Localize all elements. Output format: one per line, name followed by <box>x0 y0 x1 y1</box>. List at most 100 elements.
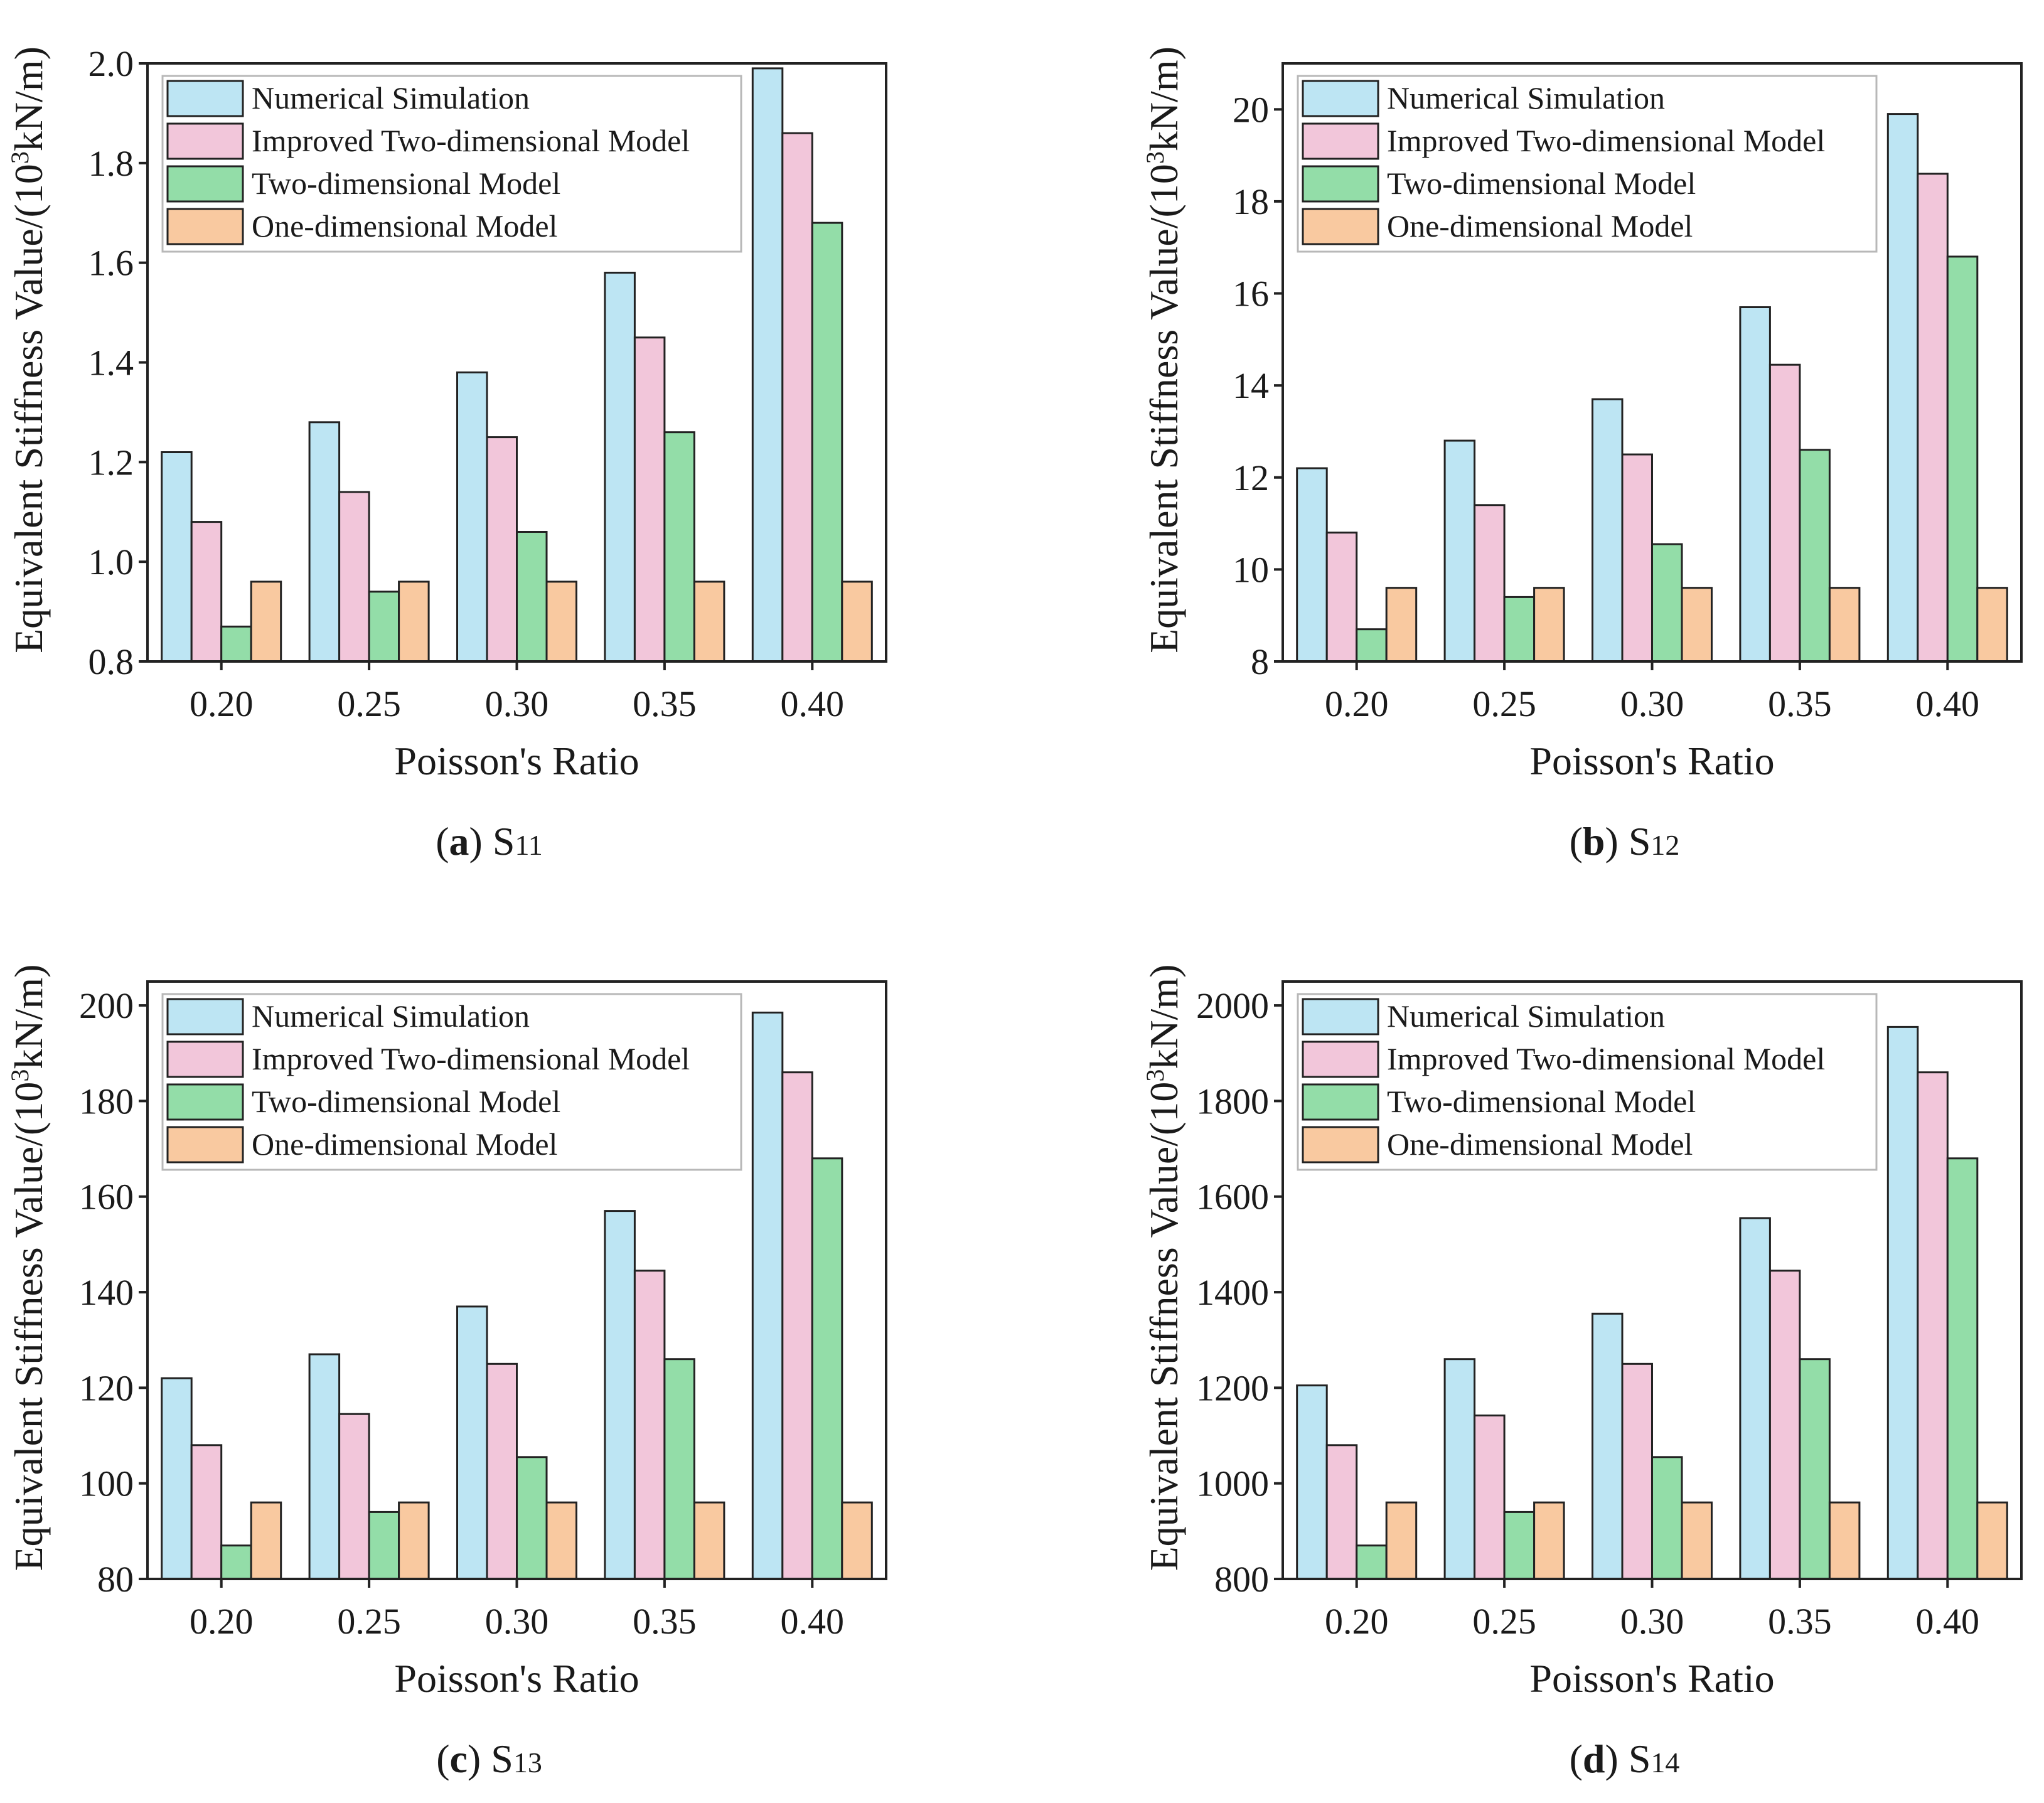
legend-swatch-c-2 <box>166 1083 244 1121</box>
x-tick-label-c-2: 0.30 <box>485 1601 549 1642</box>
y-tick-label-d-2: 1200 <box>1196 1367 1269 1408</box>
bar-a-s1-c0: Improved Two-dimensional Model @ 0.20: 1… <box>190 521 223 663</box>
y-tick-label-d-6: 2000 <box>1196 985 1269 1026</box>
bar-a-s2-c3: Two-dimensional Model @ 0.35: 1.26 <box>663 431 695 663</box>
bar-c-s1-c4: Improved Two-dimensional Model @ 0.40: 1… <box>781 1071 813 1580</box>
bar-c-s2-c1: Two-dimensional Model @ 0.25: 94 <box>368 1511 400 1580</box>
y-tick-label-d-1: 1000 <box>1196 1463 1269 1504</box>
y-tick-label-b-3: 14 <box>1233 365 1269 406</box>
x-axis-title-b: Poisson's Ratio <box>1529 739 1774 783</box>
bar-a-s1-c4: Improved Two-dimensional Model @ 0.40: 1… <box>781 132 813 663</box>
y-axis-title-d: Equivalent Stiffness Value/(103kN/m) <box>1141 965 1187 1571</box>
y-tick-label-b-5: 18 <box>1233 181 1269 222</box>
y-tick-label-a-1: 1.0 <box>88 542 134 582</box>
bar-c-s3-c2: One-dimensional Model @ 0.30: 96 <box>545 1501 577 1580</box>
x-axis-title-c: Poisson's Ratio <box>394 1656 639 1701</box>
y-axis-title-b: Equivalent Stiffness Value/(103kN/m) <box>1141 46 1187 653</box>
legend-label-d-0: Numerical Simulation <box>1387 998 1665 1034</box>
x-tick-label-b-3: 0.35 <box>1768 683 1832 724</box>
bar-a-s3-c2: One-dimensional Model @ 0.30: 0.96 <box>545 580 577 663</box>
bar-a-s0-c4: Numerical Simulation @ 0.40: 1.99 <box>751 67 784 663</box>
caption-a: (a) S11 <box>436 819 543 864</box>
y-tick-label-c-0: 80 <box>97 1559 134 1600</box>
bar-c-s0-c2: Numerical Simulation @ 0.30: 137 <box>456 1305 488 1580</box>
legend-box-a <box>161 75 742 253</box>
legend-a: Numerical Simulation Improved Two-dimensi… <box>161 75 742 253</box>
legend-label-d-3: One-dimensional Model <box>1387 1126 1693 1162</box>
y-tick-label-d-5: 1800 <box>1196 1081 1269 1121</box>
legend-swatch-c-0 <box>166 998 244 1035</box>
legend-d: Numerical Simulation Improved Two-dimensi… <box>1297 993 1878 1171</box>
bar-a-s0-c1: Numerical Simulation @ 0.25: 1.28 <box>308 421 341 663</box>
y-tick-label-a-3: 1.4 <box>88 343 134 383</box>
legend-box-c <box>161 993 742 1171</box>
legend-c: Numerical Simulation Improved Two-dimensi… <box>161 993 742 1171</box>
legend-swatch-d-0 <box>1302 998 1379 1035</box>
bar-a-s1-c3: Improved Two-dimensional Model @ 0.35: 1… <box>633 336 666 663</box>
legend-swatch-b-1 <box>1302 122 1379 160</box>
bar-c-s0-c4: Numerical Simulation @ 0.40: 198.5 <box>751 1012 784 1580</box>
bar-b-s0-c2: Numerical Simulation @ 0.30: 13.7 <box>1592 398 1624 663</box>
x-tick-label-a-3: 0.35 <box>633 683 697 724</box>
x-tick-label-d-2: 0.30 <box>1620 1601 1684 1642</box>
bar-c-s2-c2: Two-dimensional Model @ 0.30: 105.5 <box>516 1456 548 1580</box>
legend-swatch-c-1 <box>166 1041 244 1078</box>
bar-b-s2-c4: Two-dimensional Model @ 0.40: 16.8 <box>1946 255 1979 663</box>
legend-swatch-d-2 <box>1302 1083 1379 1121</box>
bar-b-s2-c0: Two-dimensional Model @ 0.20: 8.7 <box>1356 628 1388 663</box>
y-tick-label-b-6: 20 <box>1233 89 1269 130</box>
bar-d-s0-c2: Numerical Simulation @ 0.30: 1355 <box>1592 1312 1624 1580</box>
bar-a-s0-c0: Numerical Simulation @ 0.20: 1.22 <box>161 451 193 663</box>
bar-a-s3-c0: One-dimensional Model @ 0.20: 0.96 <box>250 580 282 663</box>
legend-label-c-0: Numerical Simulation <box>252 998 530 1034</box>
x-tick-label-d-1: 0.25 <box>1472 1601 1536 1642</box>
bar-c-s2-c4: Two-dimensional Model @ 0.40: 168 <box>811 1157 843 1580</box>
bar-d-s3-c1: One-dimensional Model @ 0.25: 960 <box>1533 1501 1565 1580</box>
caption-b: (b) S12 <box>1570 819 1680 864</box>
bar-d-s1-c4: Improved Two-dimensional Model @ 0.40: 1… <box>1917 1071 1949 1580</box>
bar-b-s3-c4: One-dimensional Model @ 0.40: 9.6 <box>1976 587 2008 663</box>
bar-a-s3-c4: One-dimensional Model @ 0.40: 0.96 <box>841 580 873 663</box>
y-tick-label-d-3: 1400 <box>1196 1272 1269 1313</box>
y-tick-label-b-1: 10 <box>1233 549 1269 590</box>
y-tick-label-a-0: 0.8 <box>88 641 134 682</box>
y-tick-label-d-0: 800 <box>1214 1559 1269 1600</box>
y-axis-title-c: Equivalent Stiffness Value/(103kN/m) <box>6 965 51 1571</box>
bar-d-s1-c0: Improved Two-dimensional Model @ 0.20: 1… <box>1325 1444 1358 1580</box>
y-tick-label-a-6: 2.0 <box>88 43 134 84</box>
bar-b-s0-c4: Numerical Simulation @ 0.40: 19.9 <box>1886 113 1919 663</box>
bar-a-s0-c2: Numerical Simulation @ 0.30: 1.38 <box>456 371 488 663</box>
y-tick-label-a-4: 1.6 <box>88 243 134 284</box>
bar-b-s1-c3: Improved Two-dimensional Model @ 0.35: 1… <box>1768 363 1801 663</box>
bar-d-s0-c4: Numerical Simulation @ 0.40: 1955 <box>1886 1025 1919 1580</box>
y-tick-label-c-2: 120 <box>79 1367 134 1408</box>
chart-panel-b: Numerical Simulation @ 0.20: 12.2Improve… <box>1141 46 2023 864</box>
caption-c: (c) S13 <box>436 1736 542 1781</box>
x-tick-label-d-4: 0.40 <box>1916 1601 1980 1642</box>
bar-a-s0-c3: Numerical Simulation @ 0.35: 1.58 <box>604 272 636 663</box>
bar-b-s2-c1: Two-dimensional Model @ 0.25: 9.4 <box>1503 596 1536 663</box>
x-tick-label-c-3: 0.35 <box>633 1601 697 1642</box>
chart-panel-d: Numerical Simulation @ 0.20: 1205Improve… <box>1141 965 2023 1781</box>
legend-label-d-2: Two-dimensional Model <box>1387 1084 1696 1119</box>
bar-d-s1-c2: Improved Two-dimensional Model @ 0.30: 1… <box>1621 1362 1653 1580</box>
x-tick-label-c-4: 0.40 <box>781 1601 845 1642</box>
legend-label-c-1: Improved Two-dimensional Model <box>252 1041 690 1076</box>
legend-swatch-a-1 <box>166 122 244 160</box>
bar-b-s0-c1: Numerical Simulation @ 0.25: 12.8 <box>1443 439 1476 663</box>
bar-c-s0-c3: Numerical Simulation @ 0.35: 157 <box>604 1210 636 1580</box>
legend-label-a-0: Numerical Simulation <box>252 80 530 115</box>
y-tick-label-c-5: 180 <box>79 1081 134 1121</box>
y-tick-label-a-2: 1.2 <box>88 442 134 483</box>
x-tick-label-a-0: 0.20 <box>190 683 254 724</box>
legend-label-a-1: Improved Two-dimensional Model <box>252 123 690 158</box>
bar-b-s3-c3: One-dimensional Model @ 0.35: 9.6 <box>1828 587 1861 663</box>
legend-label-d-1: Improved Two-dimensional Model <box>1387 1041 1825 1076</box>
legend-label-b-3: One-dimensional Model <box>1387 208 1693 243</box>
x-tick-label-b-2: 0.30 <box>1620 683 1684 724</box>
chart-panel-a: Numerical Simulation @ 0.20: 1.22Improve… <box>6 43 887 864</box>
x-tick-label-d-3: 0.35 <box>1768 1601 1832 1642</box>
bar-b-s2-c2: Two-dimensional Model @ 0.30: 10.55 <box>1651 543 1683 663</box>
legend-swatch-b-0 <box>1302 80 1379 117</box>
bar-d-s3-c3: One-dimensional Model @ 0.35: 960 <box>1828 1501 1861 1580</box>
